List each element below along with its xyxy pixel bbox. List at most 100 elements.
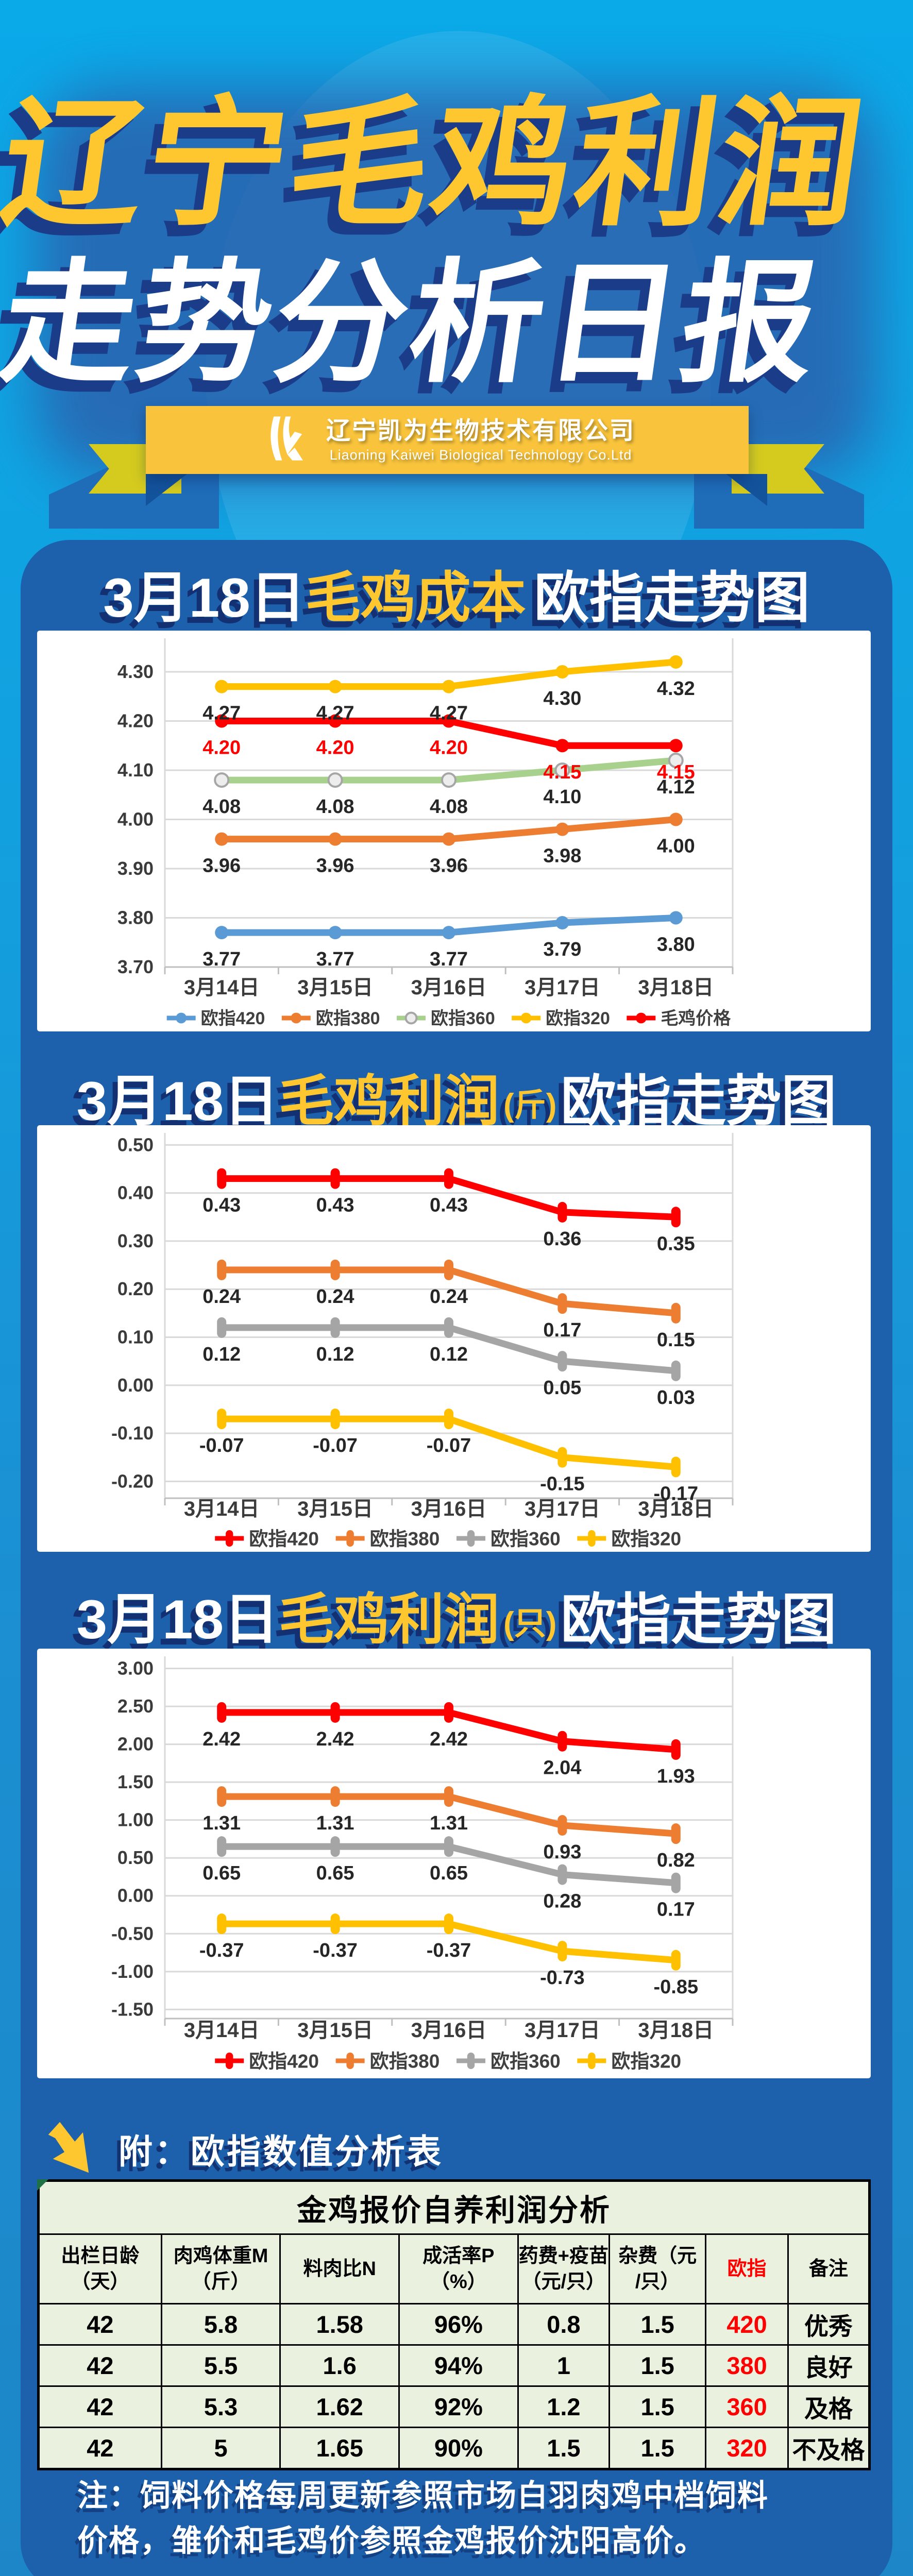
svg-text:0.82: 0.82 — [657, 1850, 695, 1871]
svg-text:2.42: 2.42 — [316, 1728, 354, 1750]
table-cell: 1.5 — [608, 2344, 707, 2387]
svg-text:0.00: 0.00 — [117, 1375, 154, 1396]
table-header-cell: 料肉比N — [279, 2233, 400, 2304]
svg-text:3.96: 3.96 — [316, 855, 354, 877]
svg-text:欧指320: 欧指320 — [611, 2050, 681, 2072]
svg-text:3月16日: 3月16日 — [411, 1498, 487, 1520]
table-header-cell: 出栏日龄 （天） — [38, 2233, 162, 2304]
chart2-title-suffix: 欧指走势图 — [561, 1070, 837, 1132]
svg-text:-0.17: -0.17 — [653, 1483, 698, 1504]
table-cell: 1.5 — [608, 2427, 707, 2470]
svg-text:欧指420: 欧指420 — [249, 1528, 319, 1549]
svg-text:3月15日: 3月15日 — [297, 976, 373, 999]
chart2-title: 3月18日毛鸡利润 (斤)欧指走势图 — [0, 1067, 913, 1143]
svg-text:4.08: 4.08 — [430, 796, 468, 818]
svg-text:0.15: 0.15 — [657, 1329, 695, 1351]
svg-text:0.65: 0.65 — [430, 1862, 468, 1884]
svg-text:0.10: 0.10 — [117, 1326, 154, 1347]
svg-text:-0.07: -0.07 — [313, 1435, 358, 1456]
chart3-title: 3月18日毛鸡利润 (只)欧指走势图 — [0, 1586, 913, 1662]
svg-text:欧指420: 欧指420 — [201, 1009, 265, 1028]
svg-text:0.50: 0.50 — [117, 1134, 154, 1155]
svg-text:欧指380: 欧指380 — [370, 2050, 440, 2072]
svg-text:3.80: 3.80 — [117, 907, 154, 928]
svg-text:0.24: 0.24 — [316, 1286, 354, 1308]
svg-text:-1.00: -1.00 — [111, 1961, 154, 1982]
svg-text:3.70: 3.70 — [117, 956, 154, 977]
table-cell: 5.5 — [160, 2344, 281, 2387]
table-cell: 0.8 — [517, 2303, 611, 2346]
svg-text:欧指380: 欧指380 — [370, 1528, 440, 1549]
svg-text:-0.50: -0.50 — [111, 1923, 154, 1944]
svg-text:3月18日: 3月18日 — [638, 1498, 714, 1520]
svg-text:3月14日: 3月14日 — [184, 976, 260, 999]
svg-text:毛鸡价格: 毛鸡价格 — [661, 1009, 731, 1028]
svg-text:-0.07: -0.07 — [427, 1435, 471, 1456]
svg-text:2.42: 2.42 — [202, 1728, 241, 1750]
table-cell: 1.5 — [608, 2385, 707, 2428]
analysis-table: 金鸡报价自养利润分析 出栏日龄 （天） 肉鸡体重M （斤） 料肉比N 成活率P （%）药… — [37, 2179, 871, 2470]
svg-text:4.00: 4.00 — [117, 808, 154, 829]
svg-text:3月17日: 3月17日 — [525, 976, 600, 999]
hero-title-line1: 辽宁毛鸡利润 — [0, 86, 874, 242]
svg-text:1.31: 1.31 — [316, 1812, 354, 1834]
table-cell: 5.8 — [160, 2303, 281, 2346]
svg-text:0.17: 0.17 — [657, 1899, 695, 1921]
svg-text:3.79: 3.79 — [543, 939, 581, 960]
table-cell: 5.3 — [160, 2385, 281, 2428]
svg-text:欧指360: 欧指360 — [491, 1528, 561, 1549]
svg-text:1.50: 1.50 — [117, 1771, 154, 1792]
svg-text:0.36: 0.36 — [543, 1228, 581, 1250]
svg-text:4.27: 4.27 — [316, 703, 354, 724]
svg-text:0.28: 0.28 — [543, 1891, 581, 1912]
svg-text:3月14日: 3月14日 — [184, 1498, 260, 1520]
table-header-cell: 杂费（元 /只） — [608, 2233, 707, 2304]
svg-text:2.42: 2.42 — [430, 1728, 468, 1750]
svg-text:3月15日: 3月15日 — [297, 1498, 373, 1520]
cost-trend-chart-card: 4.30 4.20 4.10 4.00 3.90 3.80 3.70 3月14日 3月15日 3月… — [37, 631, 871, 1031]
table-cell: 96% — [398, 2303, 519, 2346]
svg-text:0.20: 0.20 — [117, 1278, 154, 1299]
table-cell: 94% — [398, 2344, 519, 2387]
corner-arrow-icon — [43, 2119, 104, 2179]
svg-text:0.35: 0.35 — [657, 1233, 695, 1255]
svg-text:4.10: 4.10 — [543, 786, 581, 808]
svg-text:-0.20: -0.20 — [111, 1470, 154, 1492]
svg-text:0.93: 0.93 — [543, 1841, 581, 1863]
svg-text:4.20: 4.20 — [316, 737, 354, 758]
svg-text:0.30: 0.30 — [117, 1230, 154, 1251]
footnote-line2: 价格，雏价和毛鸡价参照金鸡报价沈阳高价。 — [77, 2524, 706, 2558]
table-cell: 及格 — [787, 2385, 871, 2428]
svg-text:-0.15: -0.15 — [540, 1473, 585, 1495]
svg-text:0.17: 0.17 — [543, 1319, 581, 1341]
chart2-title-date: 3月18日 — [76, 1070, 279, 1132]
table-cell: 320 — [705, 2427, 789, 2470]
svg-text:2.50: 2.50 — [117, 1696, 154, 1717]
chart1-title-highlight: 毛鸡成本 — [305, 567, 526, 629]
table-row: 42 5.5 1.6 94% 1 1.5 380 良好 — [38, 2344, 871, 2387]
table-cell: 不及格 — [787, 2427, 871, 2470]
svg-text:4.15: 4.15 — [543, 761, 581, 783]
svg-text:4.10: 4.10 — [117, 759, 154, 781]
table-header-cell: 肉鸡体重M （斤） — [160, 2233, 281, 2304]
svg-text:3.90: 3.90 — [117, 858, 154, 879]
line-chart-svg: 0.50 0.40 0.30 0.20 0.10 0.00 -0.10 -0.20 3月14日 3… — [111, 1133, 734, 1549]
svg-text:3月16日: 3月16日 — [411, 2019, 487, 2042]
svg-text:0.43: 0.43 — [430, 1195, 468, 1216]
table-row: 42 5.8 1.58 96% 0.8 1.5 420 优秀 — [38, 2303, 871, 2346]
svg-text:3.96: 3.96 — [202, 855, 241, 877]
chart2-title-unit: (斤) — [503, 1088, 557, 1123]
svg-text:0.24: 0.24 — [202, 1286, 241, 1308]
table-cell: 90% — [398, 2427, 519, 2470]
table-cell: 420 — [705, 2303, 789, 2346]
svg-text:1.31: 1.31 — [430, 1812, 468, 1834]
chart3-title-suffix: 欧指走势图 — [561, 1588, 837, 1650]
table-cell: 1.65 — [279, 2427, 400, 2470]
svg-text:4.15: 4.15 — [657, 761, 695, 783]
table-cell: 1.5 — [517, 2427, 611, 2470]
table-cell: 5 — [160, 2427, 281, 2470]
table-cell: 1.58 — [279, 2303, 400, 2346]
svg-text:4.08: 4.08 — [202, 796, 241, 818]
table-corner-flag — [37, 2179, 48, 2191]
svg-text:3月18日: 3月18日 — [638, 2019, 714, 2042]
